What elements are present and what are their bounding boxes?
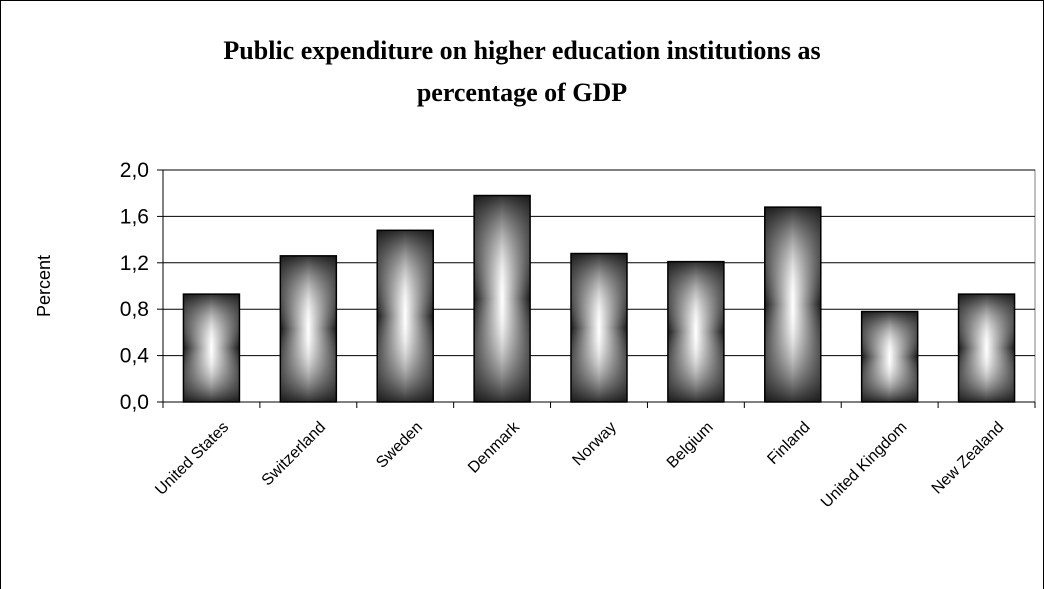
bar-shade: [474, 195, 531, 402]
x-tick-label: Denmark: [465, 418, 524, 477]
y-tick-label: 0,0: [120, 391, 149, 414]
x-tick-label: United States: [152, 419, 232, 499]
y-tick-label: 1,6: [120, 205, 149, 228]
chart-title: Public expenditure on higher education i…: [0, 30, 1044, 114]
x-tick-label: Switzerland: [259, 419, 330, 490]
bars: [182, 194, 1016, 403]
y-tick-label: 2,0: [120, 159, 149, 182]
y-tick-label: 1,2: [120, 252, 149, 275]
bar-shade: [667, 261, 724, 402]
bar: [957, 293, 1016, 403]
bar-shade: [861, 311, 918, 402]
bar-shade: [764, 207, 821, 402]
x-tick-label: New Zealand: [929, 419, 1008, 498]
bar-shade: [958, 294, 1015, 402]
y-tick-labels: 0,0 0,4 0,8 1,2 1,6 2,0: [120, 159, 150, 414]
bar: [667, 260, 725, 403]
x-tick-label: United Kingdom: [818, 419, 911, 512]
chart-title-line-2: percentage of GDP: [416, 78, 628, 107]
bar-shade: [183, 294, 240, 402]
bar-shade: [280, 255, 337, 402]
bar-shade: [571, 253, 627, 402]
bar: [570, 252, 628, 403]
bar: [764, 206, 822, 403]
chart-title-line-1: Public expenditure on higher education i…: [223, 36, 821, 65]
x-tick-labels: United States Switzerland Sweden Denmark Nor…: [152, 418, 1007, 511]
x-tick-label: Norway: [569, 419, 619, 469]
y-axis-title: Percent: [34, 255, 54, 317]
x-tick-label: Sweden: [373, 419, 426, 472]
x-tick-label: Finland: [764, 419, 813, 468]
axes: [157, 169, 1036, 408]
x-tick-label: Belgium: [664, 419, 717, 472]
y-tick-label: 0,8: [120, 298, 149, 321]
bar: [182, 293, 241, 403]
bar-shade: [377, 230, 434, 402]
bar: [279, 255, 338, 403]
bar: [376, 229, 434, 403]
bar: [473, 194, 531, 403]
bar: [860, 310, 919, 403]
y-tick-label: 0,4: [120, 345, 150, 368]
